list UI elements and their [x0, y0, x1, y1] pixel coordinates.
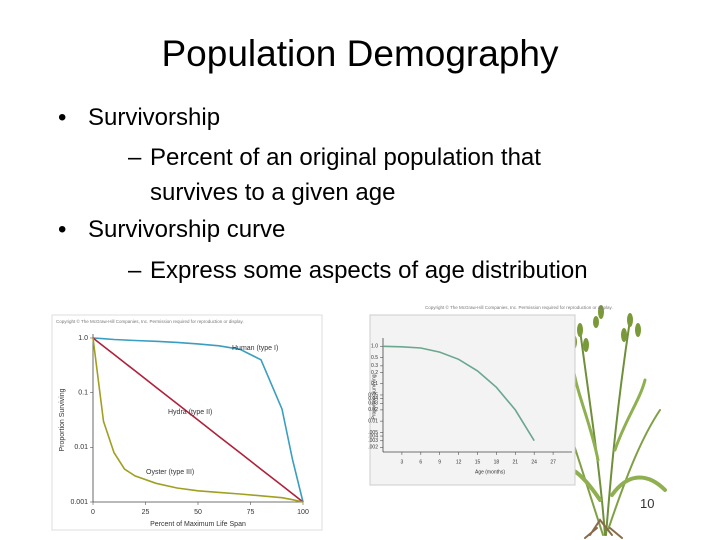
x-tick-label: 3 [401, 459, 404, 465]
x-axis-label: Age (months) [475, 469, 505, 475]
y-tick-label: 0.02 [368, 407, 378, 413]
x-tick-label: 50 [194, 509, 202, 516]
source-note: Copyright © The McGraw-Hill Companies, I… [425, 304, 613, 310]
chart-frame [369, 314, 576, 486]
y-tick-label: .002 [368, 445, 378, 451]
y-tick-label: 0.2 [371, 370, 378, 376]
x-tick-label: 24 [531, 459, 537, 465]
y-tick-label: .004 [368, 433, 378, 439]
x-tick-label: 6 [419, 459, 422, 465]
bullet: • [58, 104, 67, 131]
x-tick-label: 15 [475, 459, 481, 465]
chart-frame [51, 314, 323, 531]
series-line [92, 337, 304, 503]
y-tick-label: 0.03 [368, 401, 378, 407]
bullet-text: Survivorship [88, 104, 221, 131]
x-tick-label: 75 [247, 509, 255, 516]
y-tick-label: 0.01 [74, 444, 88, 451]
y-tick-label: 0.1 [371, 381, 378, 387]
x-tick-label: 12 [456, 459, 462, 465]
source-note: Copyright © The McGraw-Hill Companies, I… [56, 318, 244, 324]
slide-title: Population Demography [161, 33, 559, 74]
sub-bullet-text: Percent of an original population that s… [150, 144, 541, 206]
sub-bullet-text: Express some aspects of age distribution [150, 257, 588, 284]
page-number: 10 [640, 496, 655, 511]
bullet: • [58, 216, 67, 243]
dash: – [128, 257, 142, 284]
y-tick-label: 0.04 [368, 396, 378, 402]
y-tick-label: .003 [368, 438, 378, 444]
x-axis-label: Percent of Maximum Life Span [150, 521, 246, 528]
y-axis-label: Proportion Surviving [59, 388, 66, 451]
y-tick-label: 1.0 [371, 344, 378, 350]
y-axis-label: Proportion Surviving [371, 374, 377, 419]
series-label: Oyster (type III) [146, 469, 194, 476]
y-tick-label: 0.3 [371, 363, 378, 369]
dash: – [128, 144, 142, 171]
y-tick-label: 1.0 [78, 335, 88, 342]
y-tick-label: 0.001 [70, 499, 88, 506]
x-tick-label: 0 [91, 509, 95, 516]
x-tick-label: 100 [297, 509, 309, 516]
x-tick-label: 25 [142, 509, 150, 516]
y-tick-label: 0.05 [368, 392, 378, 398]
x-tick-label: 9 [438, 459, 441, 465]
series-label: Hydra (type II) [168, 409, 212, 416]
y-tick-label: 0.5 [371, 355, 378, 361]
y-tick-label: .005 [368, 430, 378, 436]
x-tick-label: 27 [550, 459, 556, 465]
x-tick-label: 21 [513, 459, 519, 465]
series-line [92, 337, 304, 503]
y-tick-label: 0.01 [368, 418, 378, 424]
series-label: Human (type I) [232, 345, 278, 352]
series-line [382, 345, 535, 442]
series-line [92, 337, 304, 503]
x-tick-label: 18 [494, 459, 500, 465]
bullet-text: Survivorship curve [88, 216, 286, 243]
y-tick-label: 0.1 [78, 390, 88, 397]
